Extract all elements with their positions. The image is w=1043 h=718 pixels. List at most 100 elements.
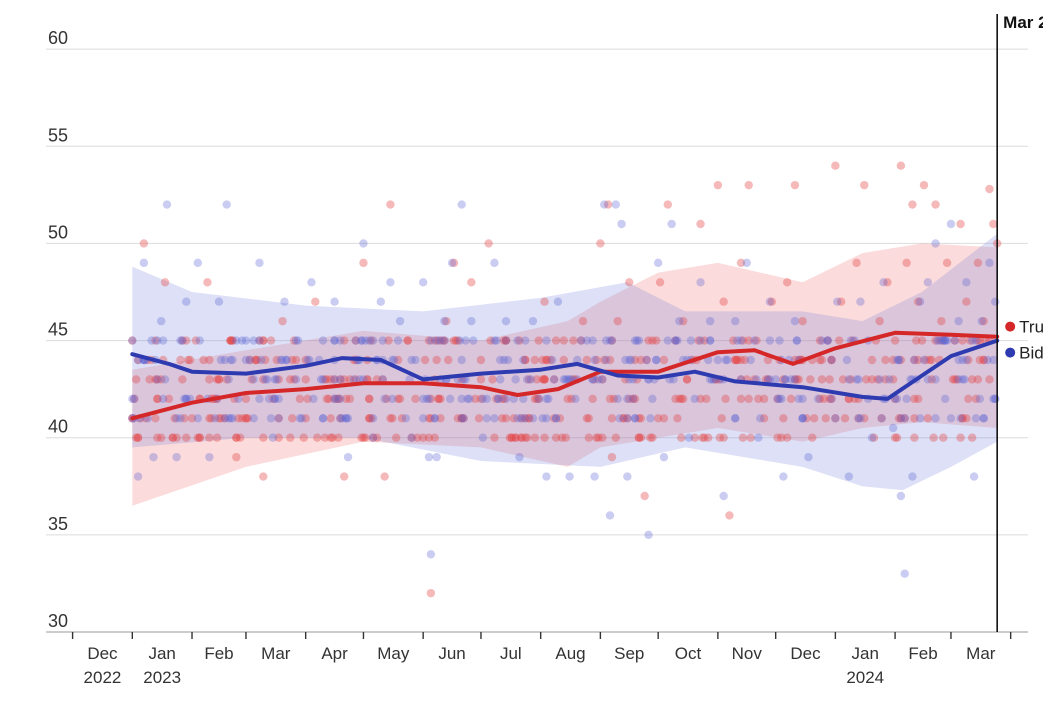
trump-legend-dot: [1005, 321, 1016, 332]
trump-poll-dot: [341, 394, 351, 404]
biden-poll-dot: [447, 258, 457, 268]
biden-poll-dot: [457, 414, 466, 423]
trump-poll-dot: [442, 316, 451, 326]
biden-poll-dot: [293, 336, 303, 345]
biden-poll-dot: [249, 414, 258, 423]
trump-poll-dot: [890, 336, 900, 345]
biden-poll-dot: [492, 336, 501, 345]
trump-poll-dot: [524, 375, 534, 384]
trump-poll-dot: [549, 375, 559, 384]
trump-poll-dot: [653, 414, 663, 423]
trump-poll-dot: [540, 375, 549, 384]
trump-poll-dot: [205, 433, 214, 442]
trump-poll-dot: [182, 433, 191, 442]
biden-poll-dot: [426, 336, 436, 345]
trump-poll-dot: [345, 375, 355, 384]
trump-poll-dot: [732, 355, 742, 365]
trump-poll-dot: [663, 200, 672, 209]
biden-poll-dot: [781, 375, 790, 384]
trump-poll-dot: [357, 433, 366, 442]
biden-poll-dot: [844, 472, 854, 481]
trump-poll-dot: [975, 336, 985, 345]
biden-poll-dot: [954, 375, 963, 384]
biden-poll-dot: [919, 355, 929, 365]
biden-poll-dot: [490, 258, 499, 268]
trump-poll-dot: [521, 433, 530, 442]
biden-poll-dot: [939, 336, 948, 345]
trump-poll-dot: [746, 433, 755, 442]
trump-poll-dot: [388, 414, 397, 423]
biden-poll-dot: [842, 355, 852, 365]
trump-poll-dot: [636, 355, 646, 365]
trump-poll-dot: [827, 394, 836, 404]
trump-poll-dot: [195, 433, 204, 442]
biden-poll-dot: [133, 472, 143, 481]
biden-poll-dot: [705, 336, 715, 345]
trump-poll-dot: [671, 336, 680, 345]
biden-poll-dot: [210, 414, 220, 423]
biden-poll-dot: [940, 336, 950, 345]
trump-poll-dot: [910, 433, 919, 442]
biden-poll-dot: [432, 336, 441, 345]
trump-poll-dot: [151, 375, 160, 384]
biden-poll-dot: [675, 316, 684, 326]
biden-poll-dot: [856, 414, 865, 423]
biden-poll-dot: [226, 414, 235, 423]
biden-poll-dot: [517, 414, 526, 423]
biden-poll-dot: [482, 414, 491, 423]
biden-poll-dot: [754, 433, 763, 442]
biden-poll-dot: [232, 336, 241, 345]
biden-poll-dot: [291, 375, 301, 384]
biden-poll-dot: [162, 200, 172, 209]
biden-poll-dot: [576, 336, 586, 345]
biden-poll-dot: [630, 336, 640, 345]
trump-poll-dot: [345, 394, 355, 404]
biden-poll-dot: [598, 375, 607, 384]
biden-poll-dot: [282, 355, 291, 365]
trump-poll-dot: [888, 355, 898, 365]
biden-poll-dot: [781, 375, 790, 384]
trump-poll-dot: [557, 433, 567, 442]
biden-poll-dot: [888, 423, 898, 433]
trump-poll-dot: [659, 414, 669, 423]
biden-poll-dot: [673, 336, 682, 345]
biden-poll-dot: [418, 414, 428, 423]
trump-poll-dot: [783, 278, 792, 287]
trump-poll-dot: [673, 414, 682, 423]
trump-poll-dot: [430, 433, 439, 442]
trump-poll-dot: [985, 184, 994, 194]
trump-poll-dot: [923, 414, 933, 423]
trump-poll-dot: [603, 200, 613, 209]
trump-poll-dot: [740, 355, 750, 365]
biden-poll-dot: [931, 239, 940, 248]
trump-poll-dot: [295, 394, 305, 404]
trump-poll-dot: [484, 239, 493, 248]
trump-poll-dot: [291, 355, 301, 365]
trump-poll-dot: [956, 433, 965, 442]
trump-poll-dot: [605, 394, 615, 404]
biden-series-name: Biden: [1019, 344, 1043, 363]
biden-poll-dot: [241, 336, 251, 345]
confidence-bands: [132, 233, 998, 506]
y-tick-label: 60: [48, 28, 68, 48]
trump-poll-dot: [451, 336, 461, 345]
trump-poll-dot: [515, 336, 524, 345]
trump-poll-dot: [576, 336, 586, 345]
biden-poll-dot: [590, 472, 599, 481]
y-tick-label: 30: [48, 611, 68, 631]
trump-poll-dot: [910, 414, 919, 423]
trump-poll-dot: [985, 375, 994, 384]
biden-poll-dot: [255, 258, 264, 268]
trump-poll-dot: [216, 414, 226, 423]
trump-poll-dot: [652, 336, 661, 345]
biden-poll-dot: [875, 375, 884, 384]
biden-poll-dot: [465, 394, 474, 404]
trump-poll-dot: [501, 336, 511, 345]
trump-poll-dot: [444, 355, 453, 365]
biden-poll-dot: [705, 316, 715, 326]
trump-poll-dot: [301, 414, 310, 423]
trump-poll-dot: [274, 414, 283, 423]
trump-poll-dot: [979, 355, 988, 365]
biden-poll-dot: [827, 394, 836, 404]
biden-poll-dot: [478, 433, 488, 442]
